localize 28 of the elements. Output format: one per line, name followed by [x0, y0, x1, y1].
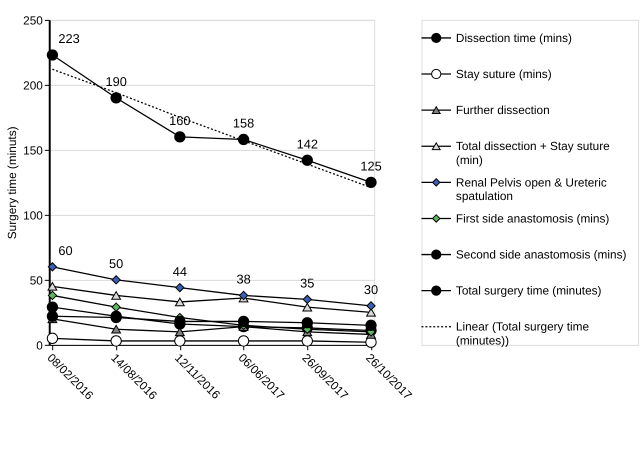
- legend-label: Renal Pelvis open & Ureteric spatulation: [456, 175, 607, 204]
- y-tick-label: 50: [30, 273, 44, 288]
- legend-label: Second side anastomosis (mins): [456, 248, 626, 262]
- y-tick-label: 100: [23, 208, 44, 222]
- data-label: 38: [236, 272, 251, 287]
- data-label: 158: [232, 116, 254, 131]
- y-tick-label: 150: [23, 143, 44, 158]
- legend-label: Dissection time (mins): [456, 30, 572, 45]
- data-label: 223: [58, 31, 80, 46]
- data-label: 142: [296, 136, 318, 152]
- legend-label: Total dissection + Stay suture (min): [456, 139, 610, 167]
- legend-label: Stay suture (mins): [456, 66, 552, 81]
- legend-label: First side anastomosis (mins): [456, 211, 610, 226]
- legend-label: Further dissection: [456, 103, 550, 118]
- data-label: 35: [300, 276, 314, 291]
- data-label: 44: [172, 264, 187, 279]
- y-tick-label: 250: [23, 13, 44, 28]
- data-label: 190: [105, 74, 127, 90]
- data-label: 30: [364, 282, 378, 298]
- data-label: 50: [109, 256, 124, 272]
- legend-label: Linear (Total surgery time (minutes)): [456, 320, 590, 348]
- legend-label: Total surgery time (minutes): [456, 284, 602, 298]
- y-tick-label: 200: [23, 78, 44, 92]
- data-label: 60: [58, 243, 73, 258]
- data-label: 160: [169, 113, 191, 128]
- y-axis-title: Surgery time (minuts): [5, 126, 20, 240]
- data-label: 125: [360, 158, 382, 174]
- y-tick-label: 0: [36, 338, 44, 352]
